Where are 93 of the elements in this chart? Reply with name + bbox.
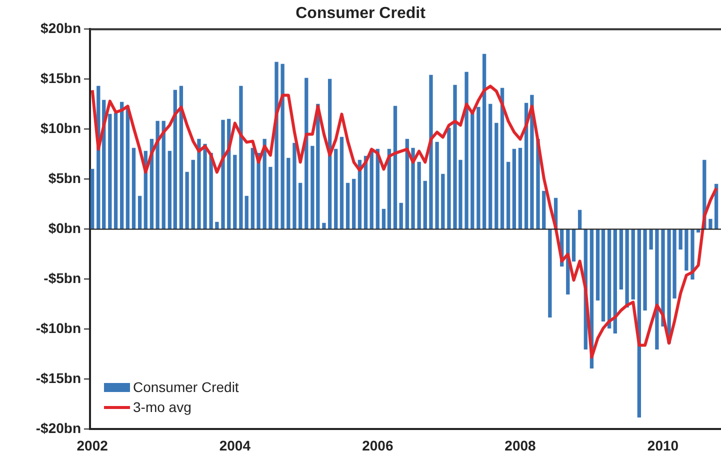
legend-label: 3-mo avg — [133, 399, 192, 416]
x-tick-label: 2004 — [219, 437, 251, 454]
bar — [221, 120, 225, 230]
bar — [488, 104, 492, 230]
bar — [417, 162, 421, 230]
y-tick-label: -$10bn — [36, 320, 81, 336]
bar — [393, 106, 398, 230]
bar — [494, 122, 498, 230]
bar — [411, 148, 415, 230]
y-tick-label: $5bn — [48, 170, 81, 186]
bar — [684, 229, 688, 271]
bar — [661, 229, 665, 327]
bar — [542, 190, 546, 230]
bar — [108, 114, 112, 230]
bar — [244, 196, 248, 230]
bar — [280, 64, 284, 230]
bar — [613, 229, 617, 334]
bar — [268, 166, 272, 230]
bar — [168, 150, 172, 230]
bar — [197, 138, 201, 230]
bar — [138, 196, 142, 230]
bar — [382, 208, 386, 230]
y-tick-label: $15bn — [40, 70, 81, 86]
bar — [423, 180, 427, 230]
bar — [191, 160, 195, 230]
bar — [464, 72, 468, 230]
bar — [173, 90, 177, 230]
bar — [322, 222, 326, 230]
y-tick-label: $0bn — [48, 220, 81, 236]
bar — [631, 229, 635, 300]
chart-title: Consumer Credit — [296, 5, 426, 22]
bar — [346, 182, 350, 230]
bar — [274, 62, 278, 230]
y-tick-label: -$15bn — [36, 370, 81, 386]
bar — [215, 222, 219, 230]
y-tick-label: $20bn — [40, 20, 81, 36]
bar — [643, 229, 647, 311]
bar — [625, 229, 629, 308]
bar — [156, 120, 160, 230]
bar — [429, 74, 433, 230]
bar — [655, 229, 659, 350]
bar — [500, 88, 504, 230]
bar — [518, 148, 522, 230]
x-tick-label: 2010 — [647, 437, 679, 454]
bar — [298, 182, 302, 230]
legend-label: Consumer Credit — [133, 379, 239, 396]
y-tick-label: -$5bn — [44, 270, 81, 286]
y-tick-label: -$20bn — [36, 420, 81, 436]
bar — [126, 106, 130, 230]
bar — [334, 148, 338, 230]
bar — [250, 148, 255, 230]
bar — [607, 229, 612, 329]
bar — [162, 120, 166, 230]
bar — [548, 229, 552, 318]
bar — [370, 148, 374, 230]
bar — [708, 218, 712, 230]
bar — [233, 154, 237, 230]
bar — [596, 229, 600, 301]
bar — [572, 229, 576, 262]
bar — [399, 202, 403, 230]
bar — [185, 172, 189, 230]
bar — [286, 158, 290, 230]
bar — [512, 148, 516, 230]
bar — [678, 229, 682, 250]
x-tick-label: 2008 — [504, 437, 536, 454]
bar — [435, 142, 439, 230]
bar — [203, 144, 207, 230]
bar — [578, 210, 582, 230]
bar — [292, 142, 296, 230]
bar — [352, 178, 356, 230]
bar — [239, 86, 243, 230]
bar — [90, 168, 94, 230]
x-tick-label: 2006 — [362, 437, 394, 454]
bar — [328, 78, 332, 230]
bar — [132, 148, 136, 230]
bar — [601, 229, 606, 322]
bar — [179, 86, 184, 230]
bar — [447, 128, 451, 230]
bar — [482, 54, 486, 230]
bar — [441, 174, 445, 230]
bar — [530, 94, 534, 230]
bar — [649, 229, 653, 250]
bar — [470, 112, 474, 230]
bar — [476, 106, 480, 230]
bar — [304, 78, 308, 230]
bar — [114, 112, 118, 230]
bar — [619, 229, 624, 290]
bar — [120, 102, 124, 230]
x-tick-label: 2002 — [76, 437, 108, 454]
bar — [340, 136, 344, 230]
y-tick-label: $10bn — [40, 120, 81, 136]
bar — [690, 229, 694, 280]
bar — [506, 162, 510, 230]
